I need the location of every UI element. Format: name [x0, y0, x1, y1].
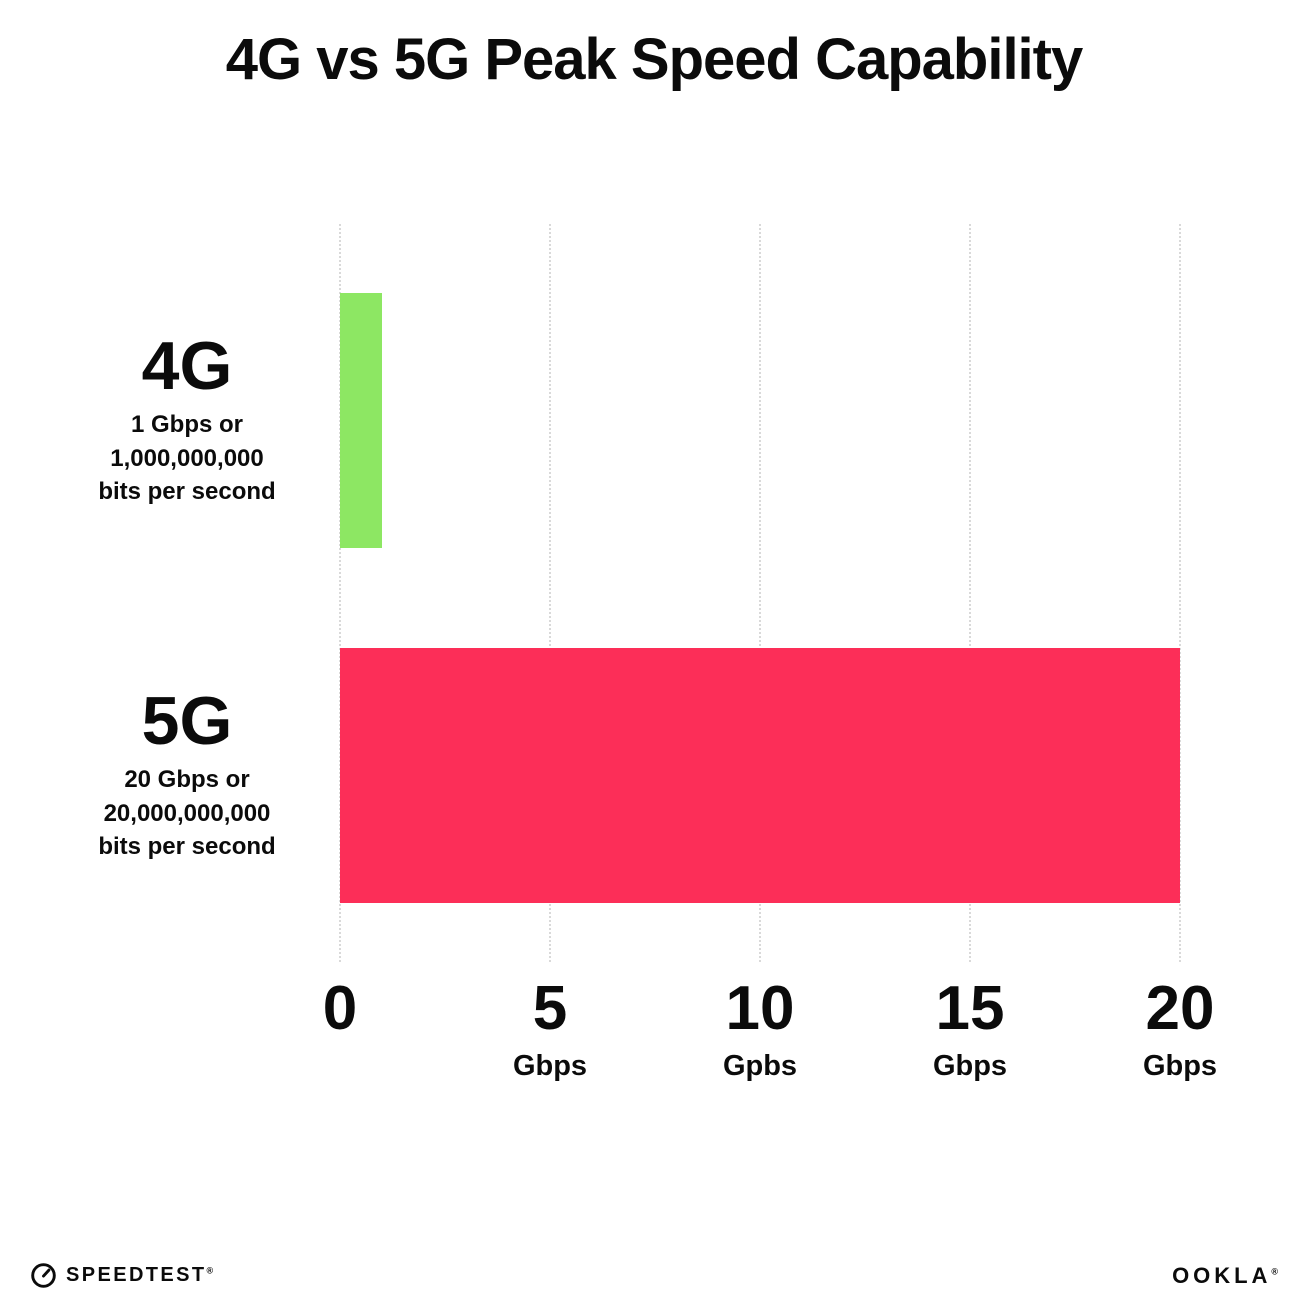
speedtest-trademark: ® — [206, 1265, 214, 1276]
gridline — [969, 224, 971, 962]
category-label-5g: 5G 20 Gbps or 20,000,000,000 bits per secon… — [62, 687, 312, 864]
x-tick-label: 15 Gbps — [933, 978, 1007, 1083]
chart-title: 4G vs 5G Peak Speed Capability — [225, 27, 1084, 92]
x-tick-value: 0 — [322, 974, 358, 1043]
x-axis: 0 5 Gbps 10 Gpbs 15 Gbps 20 Gbps — [323, 978, 1217, 1108]
x-tick-unit: Gbps — [1142, 1050, 1218, 1082]
gridline — [339, 224, 341, 962]
speedtest-gauge-icon — [30, 1262, 57, 1289]
category-labels: 4G 1 Gbps or 1,000,000,000 bits per second 5… — [62, 224, 312, 962]
ookla-wordmark: OOKLA® — [1172, 1263, 1278, 1288]
x-tick-label: 20 Gbps — [1143, 978, 1217, 1083]
category-name: 5G — [141, 683, 233, 759]
x-tick-label: 5 Gbps — [513, 978, 587, 1083]
category-sublabel-line: 1,000,000,000 — [110, 444, 264, 472]
x-tick-value: 5 — [532, 974, 568, 1043]
bar-4g — [340, 293, 382, 548]
x-tick-unit: Gbps — [932, 1050, 1008, 1082]
category-label-4g: 4G 1 Gbps or 1,000,000,000 bits per second — [62, 332, 312, 509]
speedtest-wordmark: SPEEDTEST® — [66, 1264, 214, 1286]
speedtest-logo: SPEEDTEST® — [30, 1262, 213, 1289]
bar-5g — [340, 648, 1180, 903]
category-sublabel-line: 1 Gbps or — [130, 411, 244, 438]
ookla-trademark: ® — [1271, 1266, 1278, 1277]
gridline — [759, 224, 761, 962]
ookla-logo: OOKLA® — [1172, 1263, 1278, 1289]
x-tick-label: 10 Gpbs — [723, 978, 797, 1083]
x-tick-value: 20 — [1145, 974, 1215, 1043]
x-tick-unit: Gpbs — [722, 1050, 798, 1082]
gridline — [1179, 224, 1181, 962]
category-sublabel-line: bits per second — [98, 478, 276, 506]
category-sublabel-line: bits per second — [98, 833, 276, 861]
category-sublabel-line: 20,000,000,000 — [103, 799, 271, 827]
x-tick-value: 10 — [725, 974, 795, 1043]
x-tick-unit: Gbps — [512, 1050, 588, 1082]
gridline — [549, 224, 551, 962]
plot-area — [339, 224, 1181, 962]
x-tick-label: 0 — [323, 978, 357, 1040]
category-name: 4G — [141, 328, 233, 404]
category-sublabel-line: 20 Gbps or — [124, 766, 250, 793]
x-tick-value: 15 — [935, 974, 1005, 1043]
